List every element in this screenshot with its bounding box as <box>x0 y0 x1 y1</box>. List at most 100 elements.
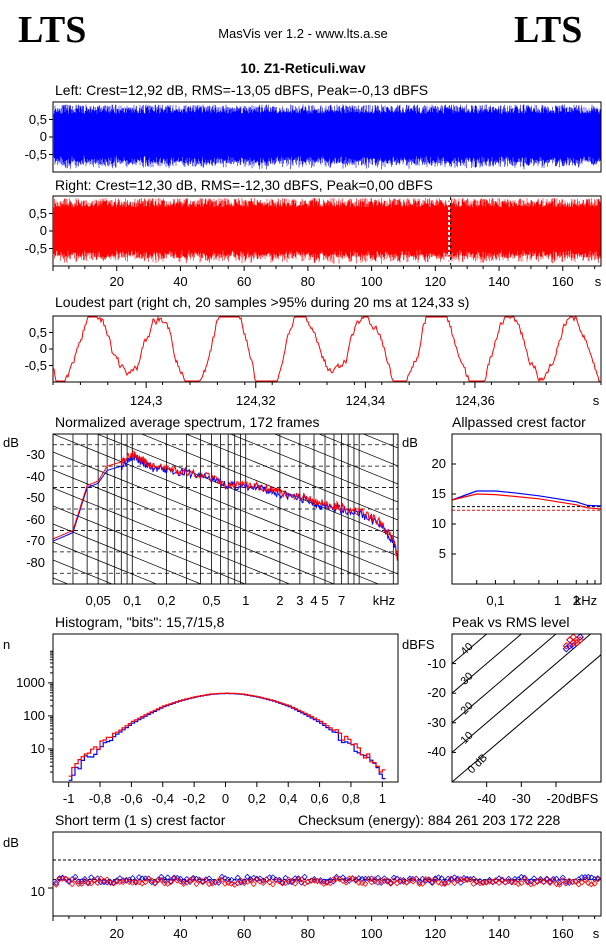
short-crest-right-point <box>435 879 442 886</box>
left-waveform-trace <box>53 104 601 170</box>
short-crest-left-point <box>257 875 264 882</box>
short-crest-right-point <box>448 875 455 882</box>
peak-rms-point <box>562 642 571 650</box>
loudest-xtick-label: 124,34 <box>345 393 386 408</box>
peak-rms-diagonal <box>452 634 488 665</box>
right-waveform-title: Right: Crest=12,30 dB, RMS=-12,30 dBFS, … <box>55 177 433 193</box>
histogram-xtick-label: -0,6 <box>120 791 143 806</box>
allpassed-frame <box>451 433 602 585</box>
short-crest-right-point <box>572 878 579 885</box>
short-crest-right-point <box>62 875 69 882</box>
short-crest-right-point <box>336 876 343 883</box>
spectrum-slope-line <box>229 434 398 503</box>
short-crest-right-point <box>432 876 439 883</box>
short-crest-left-point <box>298 879 305 886</box>
short-crest-right-point <box>362 880 369 887</box>
time-tick-label: 100 <box>360 274 383 289</box>
short-crest-right-point <box>285 876 292 883</box>
short-crest-right-point <box>556 881 563 888</box>
time-unit-label: s <box>594 274 602 289</box>
allpassed-ytick-label: 15 <box>431 486 446 501</box>
short-crest-left-point <box>250 874 257 881</box>
short-crest-left-point <box>295 875 302 882</box>
short-crest-left-point <box>116 875 123 882</box>
histogram-xtick-label: 0,2 <box>247 791 266 806</box>
time-tick-label: 60 <box>236 274 252 289</box>
short-crest-right-point <box>304 878 311 885</box>
checksum-label: Checksum (energy): 884 261 203 172 228 <box>298 812 561 828</box>
short-crest-right-point <box>145 875 152 882</box>
file-title: 10. Z1-Reticuli.wav <box>240 60 366 76</box>
short-crest-left-point <box>72 873 79 880</box>
short-crest-right-point <box>196 877 203 884</box>
spectrum-slope-line <box>53 434 398 575</box>
allpassed-ytick-label: 5 <box>438 546 446 561</box>
short-crest-right-point <box>69 880 76 888</box>
short-crest-right-point <box>339 877 346 884</box>
peak-rms-frame <box>451 633 602 783</box>
peak-rms-xtick-label: -20 <box>546 791 566 806</box>
short-crest-right-point <box>352 876 359 883</box>
short-crest-xtick-label: 40 <box>173 926 188 941</box>
short-crest-right-point <box>263 876 270 883</box>
short-crest-right-point <box>247 877 254 884</box>
loudest-xtick-label: 124,32 <box>235 393 276 408</box>
short-crest-left-point <box>486 876 493 883</box>
short-crest-right-point <box>540 879 547 886</box>
short-crest-right-point <box>546 879 554 886</box>
spectrum-slope-line <box>53 596 398 736</box>
short-crest-right-point <box>566 877 573 884</box>
peak-rms-xtick-label: -40 <box>477 791 497 806</box>
short-crest-right-point <box>266 879 273 886</box>
short-crest-right-point <box>394 880 401 887</box>
short-crest-right-point <box>276 878 283 885</box>
short-crest-right-point <box>317 878 324 885</box>
short-crest-right-point <box>543 876 550 883</box>
peak-rms-ytick-label: -30 <box>427 714 446 730</box>
short-crest-right-point <box>527 881 534 888</box>
short-crest-right-point <box>158 876 165 884</box>
short-crest-right-point <box>126 878 133 886</box>
short-crest-left-point <box>327 877 334 884</box>
short-crest-right-point <box>186 877 194 884</box>
spectrum-ytick-label: -60 <box>26 511 45 527</box>
short-crest-xtick-label: 20 <box>109 926 124 941</box>
short-crest-right-point <box>495 879 503 886</box>
short-crest-right-point <box>511 879 519 886</box>
short-crest-right-point <box>559 877 566 884</box>
short-crest-left-point <box>234 874 241 881</box>
spectrum-ytick-label: -40 <box>26 468 45 484</box>
short-crest-left-point <box>381 875 388 882</box>
short-crest-right-point <box>578 879 585 886</box>
loudest-xtick-label: 124,36 <box>455 393 495 408</box>
short-crest-right-point <box>151 880 159 887</box>
short-crest-right-point <box>177 878 184 885</box>
short-crest-left-point <box>339 874 346 881</box>
short-crest-left-point <box>190 874 197 881</box>
short-crest-right-point <box>167 879 174 886</box>
histogram-xtick-label: 0,4 <box>279 791 298 806</box>
loudest-unit-label: s <box>592 393 600 408</box>
short-crest-right-point <box>365 875 372 882</box>
short-crest-left-point <box>123 877 130 884</box>
short-crest-right-point <box>343 879 350 886</box>
short-crest-left-point <box>521 874 528 881</box>
short-crest-left-point <box>416 879 423 886</box>
logo-left: LTS <box>18 9 87 51</box>
spectrum-frame <box>52 433 399 585</box>
short-crest-right-point <box>390 877 397 884</box>
short-crest-frame <box>52 831 602 917</box>
short-crest-right-point <box>292 880 299 887</box>
short-crest-right-point <box>260 879 267 886</box>
short-crest-left-point <box>594 875 601 882</box>
short-crest-left-point <box>53 879 60 887</box>
peak-rms-unit-label: dBFS <box>565 791 599 806</box>
short-crest-left-point <box>559 874 566 881</box>
short-crest-right-point <box>480 879 487 887</box>
loudest-ytick-label: -0,5 <box>24 357 47 373</box>
time-tick-label: 20 <box>109 274 124 289</box>
short-crest-right-point <box>464 876 471 884</box>
spectrum-slope-line <box>140 434 398 539</box>
short-crest-right-point <box>594 876 601 883</box>
